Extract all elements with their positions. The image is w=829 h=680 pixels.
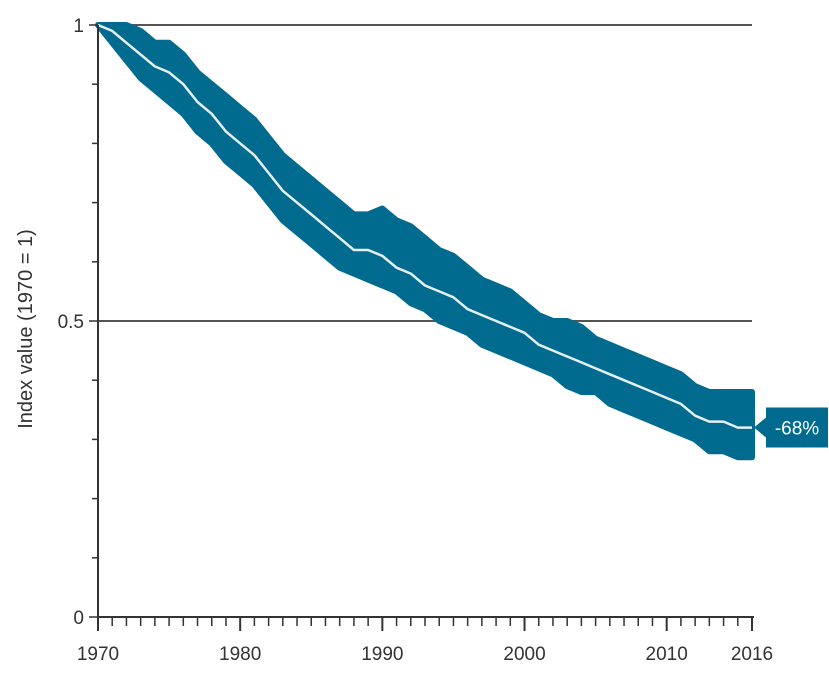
x-tick-label: 1970: [77, 644, 119, 665]
x-tick-label: 2016: [731, 644, 773, 665]
y-axis-label: Index value (1970 = 1): [15, 229, 37, 429]
callout-label: -68%: [775, 419, 819, 440]
callout: -68%: [754, 407, 828, 448]
y-tick-label: 0.5: [58, 312, 84, 333]
x-axis-ticks: 1970 1980 1990 2000 2010 2016: [77, 617, 773, 665]
x-tick-label: 1980: [219, 644, 261, 665]
y-tick-label: 0: [73, 608, 84, 629]
y-axis-ticks: 00.51: [58, 16, 98, 629]
confidence-band: [95, 22, 755, 461]
x-tick-label: 1990: [361, 644, 403, 665]
x-tick-label: 2000: [503, 644, 545, 665]
y-tick-label: 1: [73, 16, 84, 37]
grid-lines: [98, 24, 752, 322]
x-tick-label: 2010: [646, 644, 688, 665]
callout-box: [754, 407, 828, 448]
series-line: [97, 23, 752, 429]
